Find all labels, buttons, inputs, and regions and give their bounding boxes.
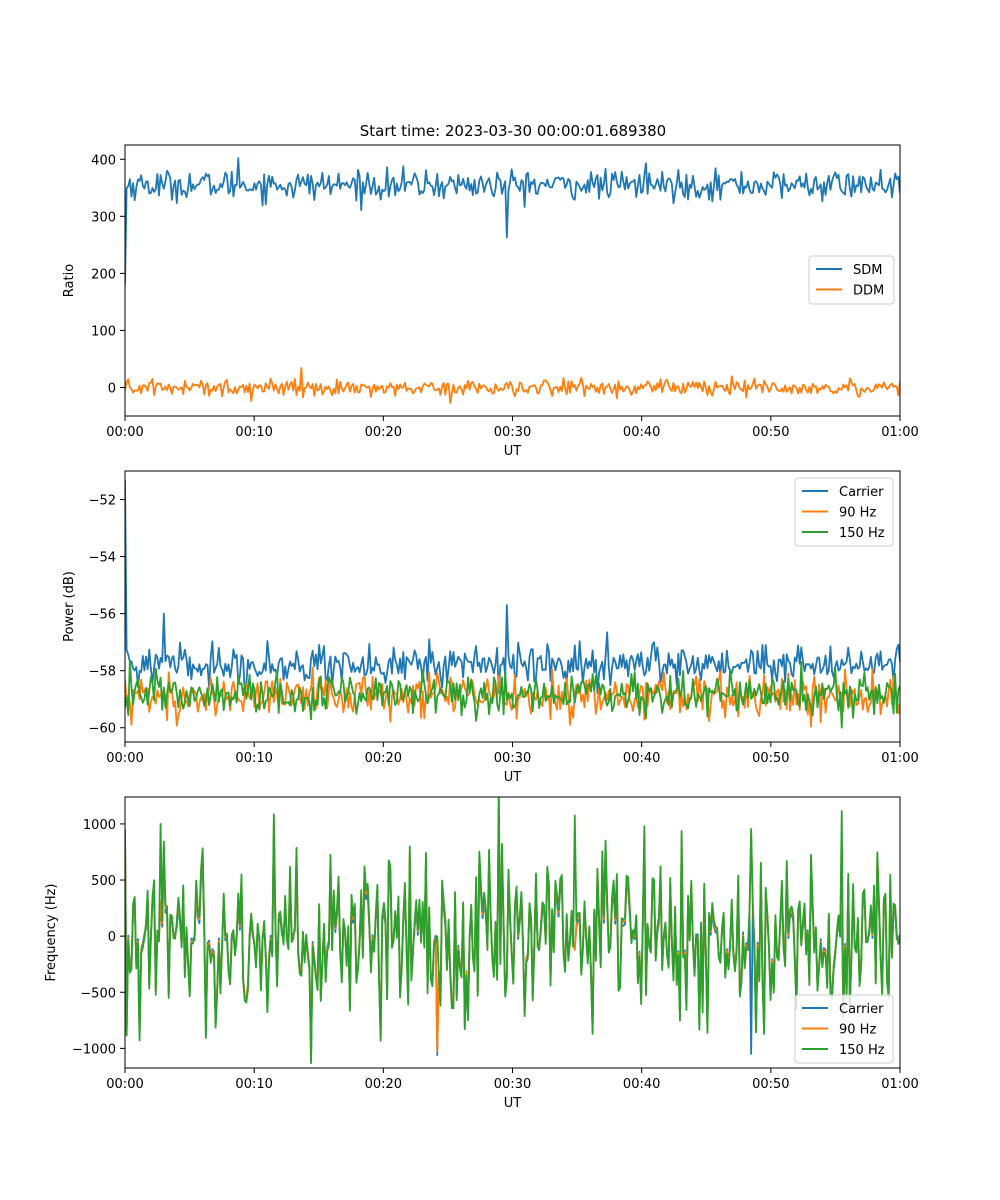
y-tick-label: −58 <box>89 665 116 680</box>
x-tick-label: 01:00 <box>881 751 918 766</box>
x-axis-label: UT <box>504 770 522 785</box>
chart-panel-2: 00:00 00:10 00:20 00:30 00:40 00:50 01:00 −60 −5… <box>62 470 919 785</box>
y-axis-label: Frequency (Hz) <box>44 883 59 981</box>
y-tick-label: 400 <box>91 153 116 168</box>
y-tick-label: 100 <box>91 324 116 339</box>
y-tick-label: −1000 <box>72 1042 116 1057</box>
y-tick-label: 0 <box>108 930 116 945</box>
legend-label: 90 Hz <box>839 1023 876 1038</box>
chart-panel-1: 00:00 00:10 00:20 00:30 00:40 00:50 01:00 0 100 2… <box>62 144 919 459</box>
x-tick-label: 00:00 <box>106 751 143 766</box>
legend: Carrier 90 Hz 150 Hz <box>794 994 894 1064</box>
x-tick-label: 00:10 <box>235 425 272 440</box>
x-tick-label: 00:50 <box>752 425 789 440</box>
series-group <box>125 797 900 1065</box>
y-tick-label: 0 <box>108 381 116 396</box>
legend-label: 150 Hz <box>839 1043 885 1058</box>
legend-label: Carrier <box>839 1002 884 1017</box>
legend-label: 150 Hz <box>839 526 885 541</box>
series-group <box>125 157 900 404</box>
x-tick-label: 00:20 <box>365 751 402 766</box>
y-tick-label: −60 <box>89 722 116 737</box>
chart-panel-3: 00:00 00:10 00:20 00:30 00:40 00:50 01:00 −1000… <box>44 796 919 1111</box>
x-tick-label: 00:50 <box>752 751 789 766</box>
y-tick-label: −56 <box>89 608 116 623</box>
series-line-150-hz <box>125 659 900 729</box>
x-tick-label: 00:30 <box>494 751 531 766</box>
legend-label: DDM <box>853 284 884 299</box>
x-tick-label: 01:00 <box>881 1077 918 1092</box>
y-axis-label: Power (dB) <box>62 571 77 642</box>
series-line-carrier <box>125 479 900 695</box>
legend: SDM DDM <box>808 255 895 305</box>
x-tick-label: 01:00 <box>881 425 918 440</box>
series-line-150-hz <box>125 797 900 1065</box>
y-axis-label: Ratio <box>62 264 77 297</box>
y-tick-label: 1000 <box>83 818 116 833</box>
legend-box <box>794 477 894 547</box>
x-tick-label: 00:10 <box>235 1077 272 1092</box>
y-tick-label: 500 <box>91 874 116 889</box>
y-tick-label: −500 <box>80 986 116 1001</box>
x-tick-label: 00:10 <box>235 751 272 766</box>
x-tick-label: 00:30 <box>494 425 531 440</box>
legend-label: Carrier <box>839 485 884 500</box>
series-line-ddm <box>125 367 900 404</box>
x-tick-label: 00:00 <box>106 1077 143 1092</box>
series-line-sdm <box>125 157 900 285</box>
x-axis-label: UT <box>504 1096 522 1111</box>
x-tick-label: 00:40 <box>623 425 660 440</box>
legend-box <box>794 994 894 1064</box>
legend-label: SDM <box>853 263 882 278</box>
x-tick-label: 00:30 <box>494 1077 531 1092</box>
y-tick-label: 300 <box>91 210 116 225</box>
x-tick-label: 00:20 <box>365 1077 402 1092</box>
x-tick-label: 00:40 <box>623 751 660 766</box>
series-group <box>125 479 900 729</box>
x-tick-label: 00:50 <box>752 1077 789 1092</box>
y-tick-label: −52 <box>89 494 116 509</box>
plots: 00:00 00:10 00:20 00:30 00:40 00:50 01:00 0 100 2… <box>44 144 919 1111</box>
legend: Carrier 90 Hz 150 Hz <box>794 477 894 547</box>
x-tick-label: 00:40 <box>623 1077 660 1092</box>
x-tick-label: 00:20 <box>365 425 402 440</box>
y-tick-label: −54 <box>89 551 116 566</box>
figure-title: Start time: 2023-03-30 00:00:01.689380 <box>360 122 666 140</box>
x-axis-label: UT <box>504 444 522 459</box>
legend-label: 90 Hz <box>839 506 876 521</box>
x-tick-label: 00:00 <box>106 425 143 440</box>
y-tick-label: 200 <box>91 267 116 282</box>
